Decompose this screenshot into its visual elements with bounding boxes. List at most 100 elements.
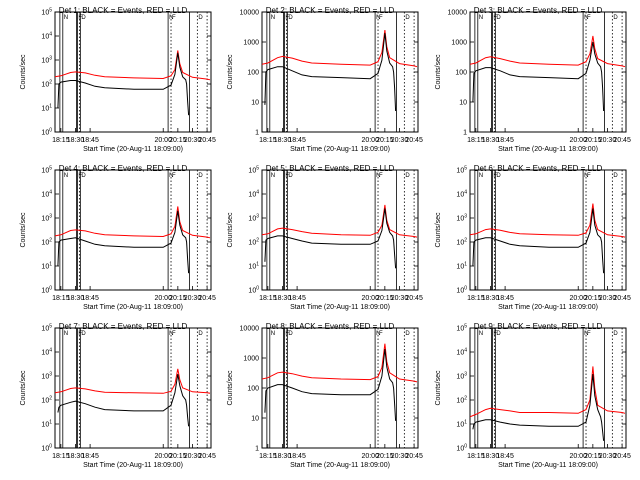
marker-label: D <box>288 15 293 21</box>
y-tick-label: 102 <box>456 238 467 247</box>
x-tick-label: 20:00 <box>361 295 379 302</box>
x-axis-label: Start Time (20-Aug-11 18:09:00) <box>83 304 183 311</box>
x-tick-label: 18:15 <box>52 453 70 460</box>
marker-label: N <box>479 15 483 21</box>
x-tick-label: 20:15 <box>584 137 602 144</box>
marker-label: F <box>172 15 176 21</box>
y-tick-label: 1 <box>255 130 259 137</box>
plot-frame <box>261 169 419 291</box>
x-tick-label: 18:45 <box>496 453 514 460</box>
x-tick-label: 20:30 <box>599 137 617 144</box>
y-axis-label: Counts/sec <box>227 212 234 248</box>
y-tick-label: 104 <box>456 348 467 357</box>
x-tick-label: 20:15 <box>584 453 602 460</box>
y-tick-label: 100 <box>456 444 467 453</box>
y-tick-label: 101 <box>456 262 467 271</box>
panel-title: Det 4: BLACK = Events, RED = LLD <box>59 164 188 173</box>
x-tick-label: 20:45 <box>613 453 631 460</box>
marker-label: D <box>496 173 501 179</box>
series-events-line <box>472 374 605 441</box>
plot-frame <box>261 11 419 133</box>
y-tick-label: 104 <box>41 190 52 199</box>
plot-frame <box>54 327 212 449</box>
y-tick-label: 101 <box>41 420 52 429</box>
x-tick-label: 20:00 <box>154 137 172 144</box>
y-axis-label: Counts/sec <box>227 370 234 406</box>
marker-label: F <box>587 173 591 179</box>
marker-label: F <box>587 331 591 337</box>
x-tick-label: 18:45 <box>496 295 514 302</box>
x-tick-label: 20:45 <box>405 295 423 302</box>
marker-label: D <box>496 331 501 337</box>
x-axis-label: Start Time (20-Aug-11 18:09:00) <box>290 146 390 153</box>
x-tick-label: 20:45 <box>198 295 216 302</box>
x-tick-label: 20:30 <box>184 137 202 144</box>
x-tick-label: 18:15 <box>52 137 70 144</box>
x-tick-label: 20:00 <box>154 295 172 302</box>
x-axis-label: Start Time (20-Aug-11 18:09:00) <box>83 146 183 153</box>
marker-label: N <box>376 173 380 179</box>
series-lld-line <box>55 50 211 81</box>
y-axis-label: Counts/sec <box>435 212 442 248</box>
x-tick-label: 20:30 <box>599 453 617 460</box>
marker-label: N <box>169 331 173 337</box>
y-axis-label: Counts/sec <box>20 54 27 90</box>
panel-title: Det 6: BLACK = Events, RED = LLD <box>474 164 603 173</box>
x-tick-label: 18:45 <box>81 295 99 302</box>
panel-title: Det 1: BLACK = Events, RED = LLD <box>59 6 188 15</box>
plot-frame <box>469 327 627 449</box>
x-tick-label: 18:45 <box>496 137 514 144</box>
x-tick-label: 20:15 <box>376 295 394 302</box>
plot-frame <box>54 169 212 291</box>
y-tick-label: 100 <box>247 70 259 77</box>
y-tick-label: 101 <box>456 420 467 429</box>
x-tick-label: 20:15 <box>169 137 187 144</box>
series-events-line <box>57 52 190 116</box>
marker-label: F <box>587 15 591 21</box>
y-tick-label: 10 <box>251 100 259 107</box>
y-tick-label: 10000 <box>240 326 260 333</box>
y-tick-label: 100 <box>248 286 259 295</box>
y-tick-label: 102 <box>456 396 467 405</box>
y-tick-label: 104 <box>41 32 52 41</box>
series-lld-line <box>470 366 626 418</box>
y-tick-label: 103 <box>41 56 52 65</box>
panel-title: Det 9: BLACK = Events, RED = LLD <box>474 322 603 331</box>
marker-label: F <box>285 15 289 21</box>
x-tick-label: 18:30 <box>67 137 85 144</box>
marker-label: D <box>81 15 86 21</box>
y-tick-label: 100 <box>456 286 467 295</box>
marker-label: N <box>271 331 275 337</box>
x-tick-label: 18:45 <box>288 453 306 460</box>
x-tick-label: 18:45 <box>81 137 99 144</box>
marker-label: N <box>64 331 68 337</box>
series-lld-line <box>470 203 626 238</box>
series-events-line <box>57 374 190 427</box>
y-tick-label: 103 <box>456 372 467 381</box>
x-tick-label: 18:30 <box>482 295 500 302</box>
marker-label: D <box>198 15 203 21</box>
x-tick-label: 20:30 <box>391 453 409 460</box>
x-tick-label: 20:30 <box>391 295 409 302</box>
x-tick-label: 18:15 <box>467 295 485 302</box>
marker-label: F <box>493 15 497 21</box>
y-tick-label: 103 <box>41 372 52 381</box>
x-tick-label: 20:15 <box>584 295 602 302</box>
panel-title: Det 2: BLACK = Events, RED = LLD <box>266 6 395 15</box>
x-tick-label: 18:30 <box>274 137 292 144</box>
y-tick-label: 1 <box>255 446 259 453</box>
marker-label: N <box>271 173 275 179</box>
x-axis-label: Start Time (20-Aug-11 18:09:00) <box>498 304 598 311</box>
panel-title: Det 3: BLACK = Events, RED = LLD <box>474 6 603 15</box>
y-tick-label: 105 <box>248 166 259 175</box>
marker-label: N <box>584 173 588 179</box>
x-axis-label: Start Time (20-Aug-11 18:09:00) <box>498 146 598 153</box>
marker-label: F <box>493 331 497 337</box>
x-tick-label: 20:45 <box>405 137 423 144</box>
y-tick-label: 104 <box>41 348 52 357</box>
plot-frame <box>54 11 212 133</box>
marker-label: N <box>169 173 173 179</box>
